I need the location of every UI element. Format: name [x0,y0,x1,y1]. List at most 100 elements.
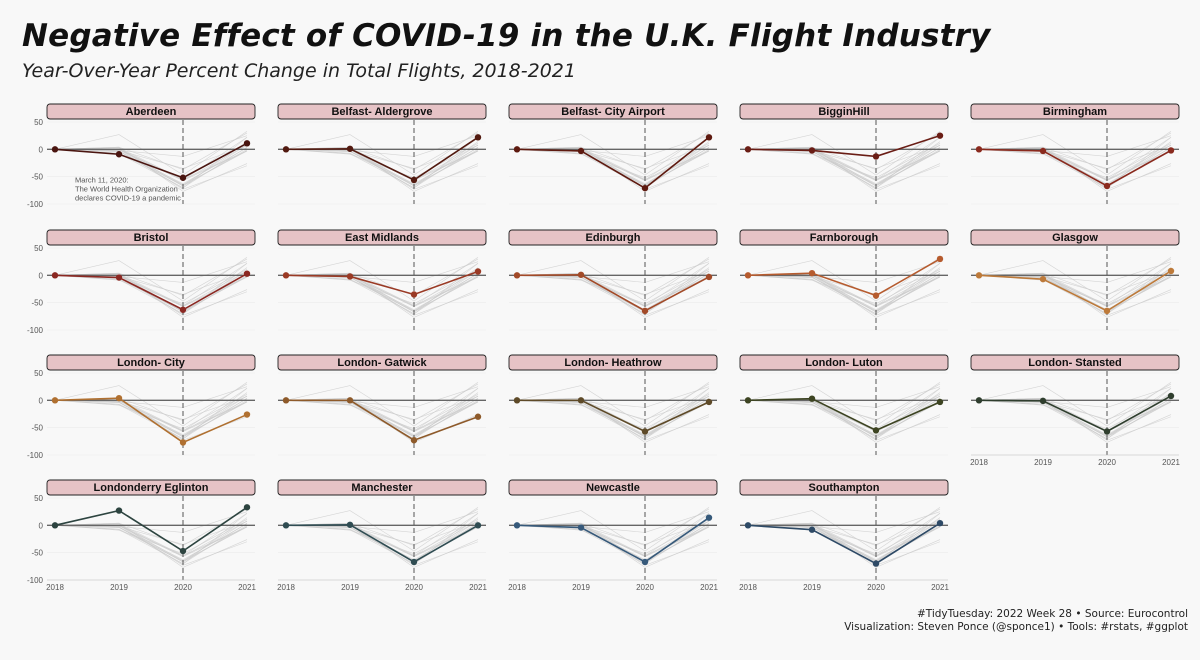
context-line-manchester [978,148,1172,187]
x-tick-label: 2018 [508,583,526,592]
context-line-bigginhill [516,135,710,157]
context-line-bigginhill [54,386,248,408]
context-line-london-luton [516,147,710,180]
context-line-southampton [978,397,1172,439]
facet-strip [277,229,487,246]
context-line-southampton [54,272,248,314]
data-point-london-city-2019 [115,394,123,402]
series-line-southampton [747,522,941,565]
series-line-london-heathrow [517,399,710,433]
context-line-londonderry-eglinton [516,382,710,427]
context-line-london-luton [747,523,941,556]
data-point-bigginhill-2018 [744,146,752,153]
data-point-glasgow-2018 [975,272,983,279]
data-point-londonderry-eglinton-2020 [179,547,187,555]
data-point-belfast-city-airport-2019 [577,147,585,155]
context-line-newcastle [516,267,710,313]
context-line-londonderry-eglinton [516,257,710,302]
data-point-london-stansted-2018 [975,397,983,404]
facet-label: Newcastle [586,482,640,494]
context-line-newcastle [285,141,479,187]
context-line-london-gatwick [517,275,710,316]
series-line-london-stansted [978,395,1172,433]
context-line-newcastle [747,267,941,313]
data-point-newcastle-2018 [513,522,521,529]
facet-label: Birmingham [1043,106,1107,118]
facet-strip [970,354,1180,371]
facet-strip [46,354,256,371]
context-line-bigginhill [516,261,710,283]
facet-strip [508,354,718,371]
data-point-manchester-2018 [282,522,290,529]
context-line-manchester [747,148,941,187]
context-line-londonderry-eglinton [54,257,248,302]
facet-strip [970,229,1180,246]
x-tick-label: 2018 [277,583,295,592]
facet-strip [739,354,949,371]
data-point-east-midlands-2018 [282,272,290,279]
context-line-londonderry-eglinton [54,131,248,176]
context-line-london-luton [285,273,479,306]
panel-london-luton: London- Luton [739,354,949,456]
context-line-london-luton [54,398,248,431]
data-point-bristol-2018 [51,272,59,279]
panel-manchester: Manchester 2018 2019 2020 2021 [277,479,487,592]
context-line-london-gatwick [748,525,941,566]
data-point-bristol-2020 [179,306,187,313]
data-point-east-midlands-2020 [410,291,418,298]
context-line-bigginhill [747,511,941,533]
context-line-london-gatwick [55,275,248,316]
context-line-manchester [747,399,941,438]
context-line-london-gatwick [979,400,1172,441]
facet-label: Belfast- City Airport [561,106,665,118]
context-line-southampton [285,397,479,439]
panel-bigginhill: BigginHill [739,103,949,205]
context-line-southampton [54,522,248,564]
panel-newcastle: Newcastle 2018 2019 2020 2021 [508,479,718,592]
series-line-glasgow [978,270,1172,312]
data-point-east-midlands-2019 [346,273,354,280]
data-point-londonderry-eglinton-2018 [51,522,59,529]
panel-london-stansted: London- Stansted 2018 2019 2020 2021 [970,354,1180,467]
data-point-london-luton-2020 [872,427,880,434]
x-tick-label: 2021 [700,583,718,592]
data-point-belfast-city-airport-2020 [641,184,649,192]
data-point-southampton-2020 [872,560,880,567]
series-line-aberdeen [54,142,248,179]
context-line-newcastle [54,517,248,563]
data-point-east-midlands-2021 [474,268,482,275]
context-line-london-gatwick [286,525,479,566]
context-line-bigginhill [285,511,479,533]
context-line-newcastle [516,392,710,438]
chart-subtitle: Year-Over-Year Percent Change in Total F… [22,60,576,82]
facet-label: Southampton [809,482,880,494]
y-tick-label: -100 [27,451,44,460]
context-line-edinburgh [747,399,941,437]
data-point-edinburgh-2019 [577,271,585,278]
facet-strip [277,354,487,371]
x-tick-label: 2018 [739,583,757,592]
context-line-manchester [978,274,1172,313]
context-line-manchester [285,274,479,313]
context-line-manchester [516,148,710,187]
data-point-london-gatwick-2021 [474,413,482,420]
y-tick-label: 50 [34,494,43,503]
data-point-bigginhill-2020 [872,153,880,160]
context-line-manchester [285,399,479,438]
y-tick-label: 50 [34,118,43,127]
context-line-southampton [285,146,479,188]
context-line-edinburgh [516,148,710,186]
x-tick-label: 2019 [110,583,128,592]
context-line-edinburgh [747,274,941,312]
context-line-bigginhill [978,261,1172,283]
data-point-newcastle-2019 [577,524,585,531]
series-line-newcastle [516,517,710,563]
context-line-southampton [516,522,710,564]
caption-credits: Visualization: Steven Ponce (@sponce1) •… [844,621,1188,633]
data-point-aberdeen-2020 [179,174,187,181]
x-tick-label: 2021 [238,583,256,592]
context-line-edinburgh [978,274,1172,312]
data-point-london-gatwick-2020 [410,437,418,444]
data-point-farnborough-2018 [744,272,752,279]
